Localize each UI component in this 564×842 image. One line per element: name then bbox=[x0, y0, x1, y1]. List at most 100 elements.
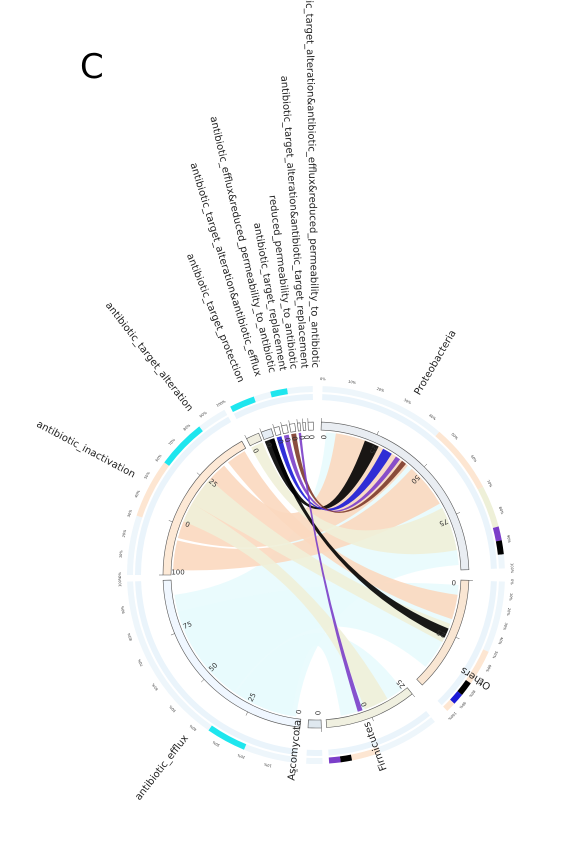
tick-mark bbox=[455, 637, 460, 640]
chord-link bbox=[183, 503, 388, 710]
outer-segment-others bbox=[465, 649, 489, 684]
percent-tick-label: 100% bbox=[216, 399, 227, 408]
percent-tick-label: 40% bbox=[134, 489, 141, 498]
percent-tick-label: 80% bbox=[468, 689, 476, 698]
tick-mark bbox=[244, 434, 247, 439]
sector-label-efflux: antibiotic_efflux bbox=[133, 733, 191, 803]
tick-mark bbox=[288, 420, 290, 425]
tick-mark bbox=[424, 463, 428, 467]
outer-segment-inactivation bbox=[127, 515, 143, 575]
tick-label: 25 bbox=[247, 692, 258, 704]
chord-link bbox=[276, 436, 392, 511]
sector-arc-efflux-rp bbox=[281, 424, 289, 435]
outer-segment-minor-mechanisms bbox=[230, 396, 256, 412]
tick-mark bbox=[168, 520, 173, 523]
outer-segment-proteobacteria bbox=[477, 486, 499, 528]
chord-link bbox=[291, 433, 406, 513]
chord-link bbox=[283, 434, 401, 512]
outer-band-efflux bbox=[135, 581, 298, 756]
outer-ring: 0%10%20%30%40%50%60%70%80%90%100%0%10%20… bbox=[118, 377, 514, 772]
outer-segment-proteobacteria bbox=[495, 540, 504, 555]
outer-segment-firmicutes bbox=[377, 717, 435, 753]
outer-segment-efflux bbox=[243, 744, 297, 763]
percent-tick-label: 80% bbox=[127, 632, 133, 641]
sector-arc-target-replacement bbox=[289, 423, 297, 433]
percent-tick-label: 40% bbox=[428, 413, 437, 421]
outer-segment-others bbox=[457, 679, 471, 695]
tick-label: 0 bbox=[251, 447, 260, 455]
outer-segment-minor-mechanisms bbox=[253, 391, 272, 403]
percent-tick-label: 90% bbox=[506, 535, 511, 544]
outer-band-firmicutes bbox=[328, 711, 430, 756]
percent-tick-label: 10% bbox=[508, 593, 513, 602]
outer-segment-others bbox=[443, 699, 455, 711]
percent-tick-label: 20% bbox=[122, 529, 128, 538]
outer-segment-others bbox=[483, 581, 505, 652]
tick-mark bbox=[245, 711, 248, 716]
outer-segment-others bbox=[450, 691, 463, 704]
tick-label: 0 bbox=[264, 442, 273, 449]
percent-tick-label: 40% bbox=[188, 723, 197, 731]
tick-label: 25 bbox=[207, 477, 219, 489]
percent-tick-label: 80% bbox=[183, 423, 192, 432]
sector-arc-firmicutes bbox=[325, 687, 413, 728]
tick-mark bbox=[170, 633, 175, 636]
outer-band-others bbox=[437, 581, 497, 706]
tick-label: 0 bbox=[184, 520, 191, 529]
percent-tick-label: 100% bbox=[118, 576, 122, 587]
chord-link bbox=[251, 442, 457, 555]
sector-label-inactivation: antibiotic_inactivation bbox=[34, 419, 137, 480]
percent-tick-label: 70% bbox=[137, 658, 144, 667]
percent-tick-label: 90% bbox=[458, 701, 467, 710]
sector-arc-ta-efflux bbox=[273, 426, 282, 436]
outer-segment-inactivation bbox=[164, 426, 203, 466]
percent-tick-label: 50% bbox=[450, 432, 459, 441]
outer-segment-minor-mechanisms bbox=[287, 386, 313, 395]
outer-segment-minor-mechanisms bbox=[270, 388, 289, 398]
outer-segment-firmicutes bbox=[350, 747, 380, 761]
sector-arc-target-alteration bbox=[246, 432, 263, 447]
tick-label: 25 bbox=[368, 444, 379, 455]
percent-tick-label: 70% bbox=[477, 677, 485, 686]
percent-tick-label: 60% bbox=[470, 454, 478, 463]
percent-tick-label: 30% bbox=[502, 622, 508, 631]
percent-tick-label: 80% bbox=[498, 506, 505, 515]
percent-tick-label: 30% bbox=[127, 508, 133, 517]
sector-arc-proteobacteria bbox=[320, 421, 470, 571]
sector-label-proteobacteria: Proteobacteria bbox=[413, 328, 459, 397]
percent-tick-label: 10% bbox=[348, 380, 357, 385]
percent-tick-label: 100% bbox=[447, 711, 457, 721]
chord-link bbox=[227, 451, 458, 620]
tick-label: 25 bbox=[435, 628, 446, 639]
tick-label: 100 bbox=[171, 569, 184, 577]
sector-arc-target-protection bbox=[260, 428, 274, 441]
tick-label: 0 bbox=[319, 435, 327, 440]
percent-tick-label: 40% bbox=[497, 636, 504, 645]
tick-label: 75 bbox=[438, 517, 449, 528]
chord-link bbox=[173, 468, 440, 571]
tick-label: 25 bbox=[395, 678, 407, 690]
outer-segment-proteobacteria bbox=[497, 554, 505, 569]
tick-mark bbox=[376, 430, 379, 435]
outer-segment-proteobacteria bbox=[435, 431, 484, 490]
outer-segment-efflux bbox=[208, 725, 247, 750]
sector-arc-reduced-permeability bbox=[297, 422, 302, 432]
tick-label: 0 bbox=[295, 709, 303, 714]
percent-tick-label: 90% bbox=[199, 410, 208, 418]
sector-label-ascomycota: Ascomycota bbox=[286, 719, 303, 781]
sector-arc-ta-tr bbox=[302, 422, 307, 431]
percent-tick-label: 0% bbox=[510, 579, 514, 585]
outer-band-minor-mechanisms bbox=[233, 394, 313, 420]
tick-mark bbox=[201, 679, 205, 683]
panel-letter: C bbox=[80, 47, 104, 87]
tick-mark bbox=[272, 424, 275, 428]
tick-mark bbox=[196, 472, 201, 476]
percent-tick-label: 20% bbox=[376, 387, 385, 394]
outer-band-inactivation bbox=[135, 416, 232, 575]
sector-arc-others bbox=[416, 579, 470, 686]
percent-tick-label: 70% bbox=[168, 437, 177, 446]
sector-arc-inactivation bbox=[162, 440, 247, 576]
percent-tick-label: 60% bbox=[151, 682, 159, 691]
